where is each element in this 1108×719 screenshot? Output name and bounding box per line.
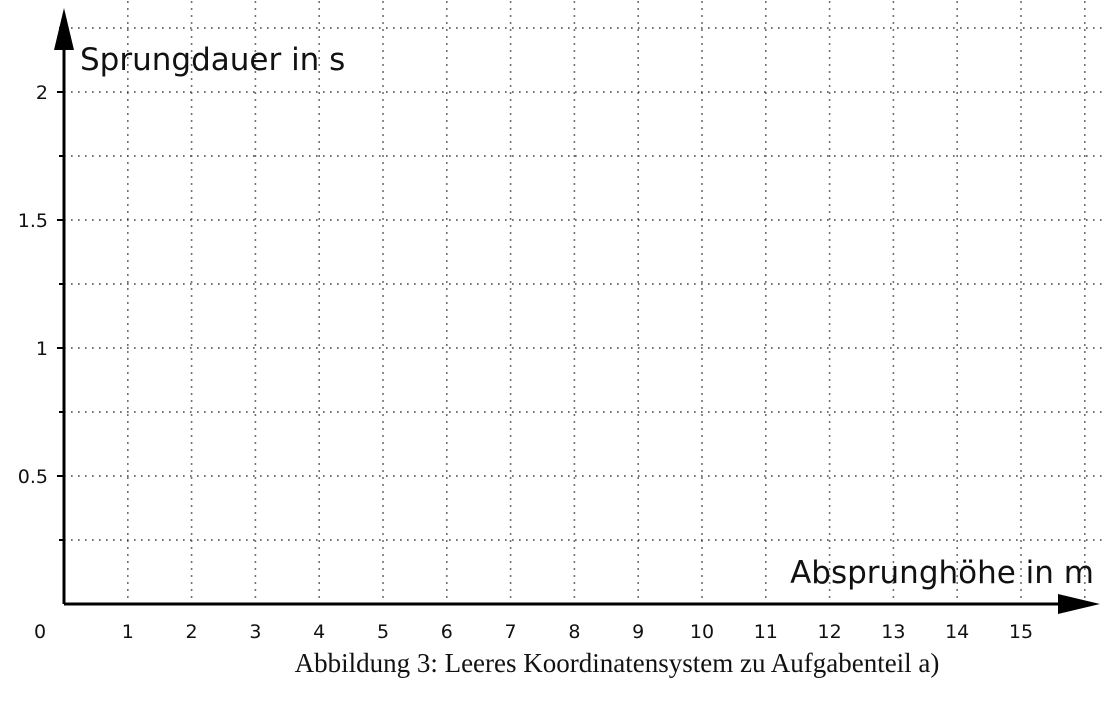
- x-tick-label: 11: [754, 621, 778, 640]
- coordinate-system: 1 2 3 4 5 6 7 8 9 10 11 12 13 14 150.511.52 Sprungdaue…: [18, 1, 1102, 640]
- x-tick-label: 9: [632, 621, 644, 640]
- x-tick-label: 1: [122, 621, 134, 640]
- y-tick-label: 2: [36, 82, 48, 104]
- y-tick-label: 1.5: [18, 210, 48, 232]
- origin-label: 0: [34, 621, 46, 640]
- x-tick-label: 6: [441, 621, 453, 640]
- x-axis-label: Absprunghöhe in m: [790, 555, 1094, 591]
- y-axis-label: Sprungdauer in s: [80, 42, 345, 78]
- x-tick-label: 8: [568, 621, 580, 640]
- x-tick-label: 14: [945, 621, 969, 640]
- x-tick-label: 15: [1009, 621, 1033, 640]
- ticks: 1 2 3 4 5 6 7 8 9 10 11 12 13 14 150.511.52: [18, 27, 1033, 640]
- y-tick-label: 0.5: [18, 466, 48, 488]
- figure-caption: Abbildung 3: Leeres Koordinatensystem zu…: [294, 648, 940, 678]
- x-tick-label: 7: [505, 621, 517, 640]
- x-tick-label: 4: [313, 621, 325, 640]
- x-tick-label: 12: [818, 621, 842, 640]
- axes: [54, 8, 1100, 614]
- y-tick-label: 1: [36, 338, 48, 360]
- x-tick-label: 5: [377, 621, 389, 640]
- x-tick-label: 3: [249, 621, 261, 640]
- x-tick-label: 2: [186, 621, 198, 640]
- x-tick-label: 13: [881, 621, 905, 640]
- grid: [64, 1, 1102, 604]
- x-tick-label: 10: [690, 621, 714, 640]
- x-axis-arrowhead: [1058, 594, 1100, 614]
